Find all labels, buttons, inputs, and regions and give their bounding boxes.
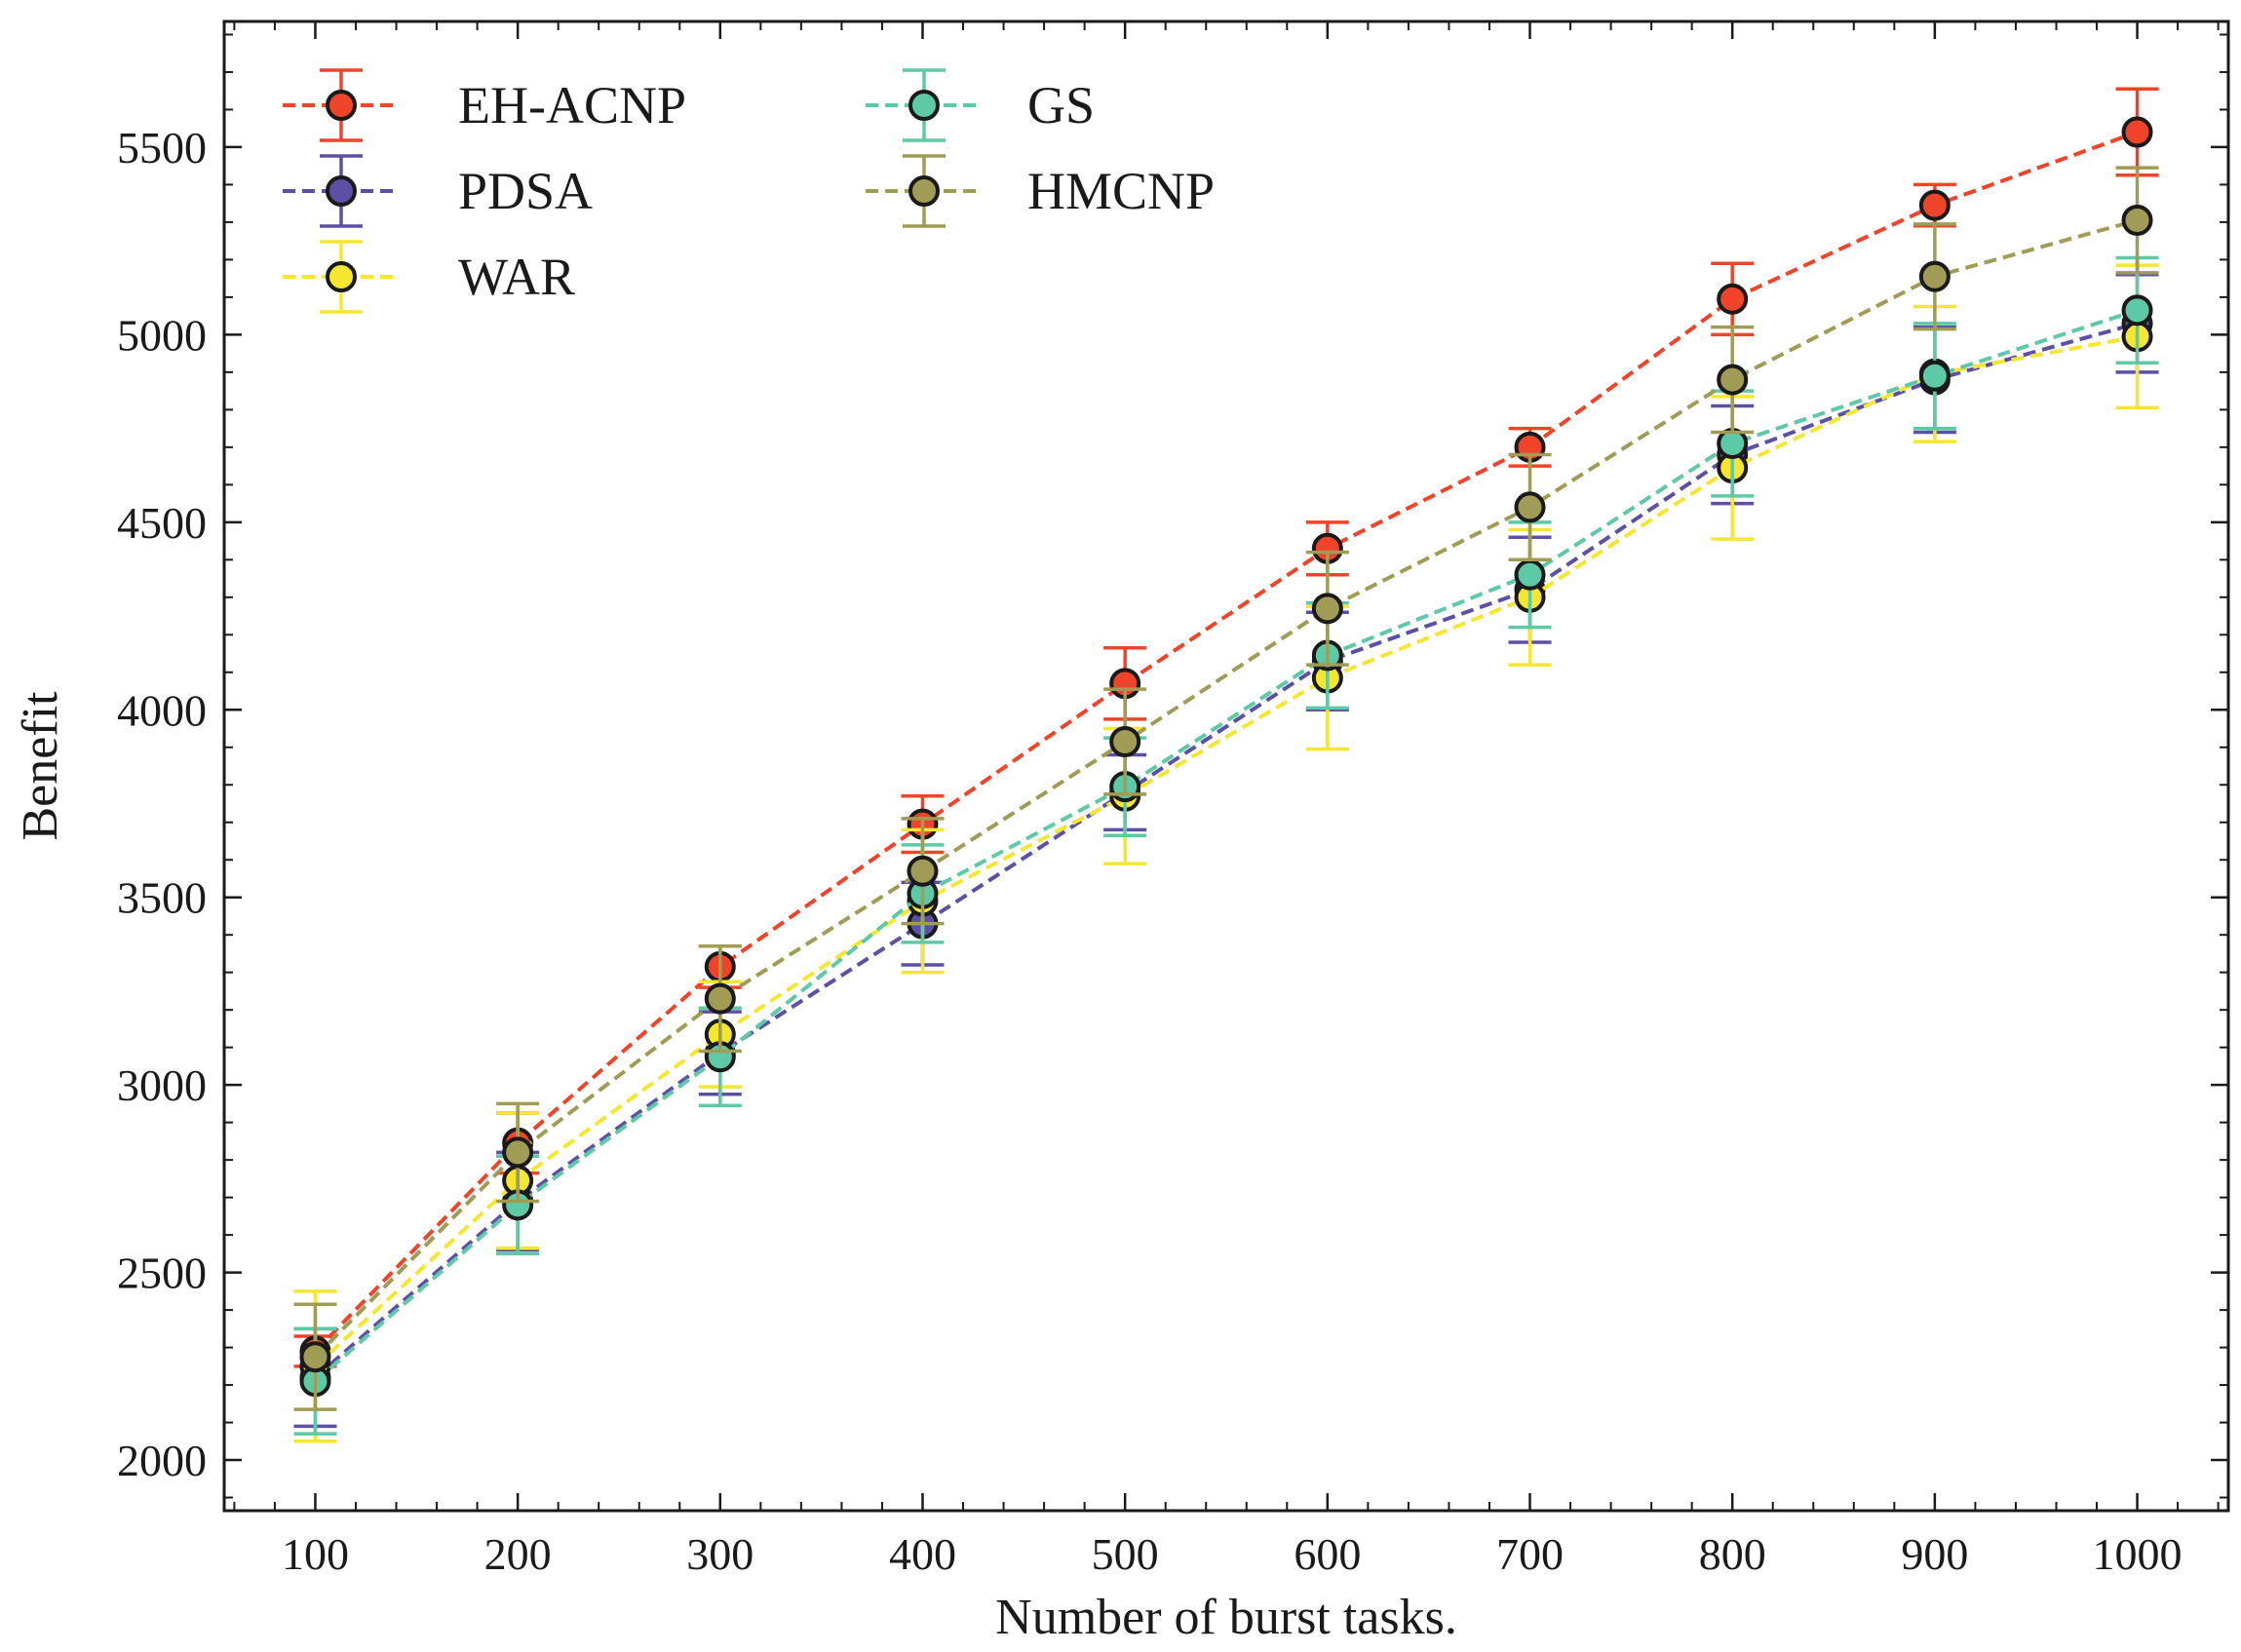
- data-point: [907, 855, 939, 887]
- data-point: [299, 1341, 331, 1373]
- legend-item-gs: GS: [866, 68, 1095, 142]
- data-point: [704, 982, 736, 1015]
- y-tick-label: 5000: [117, 310, 207, 360]
- y-tick-label: 2500: [117, 1249, 207, 1298]
- legend-item-hmcnp: HMCNP: [866, 154, 1215, 228]
- series-line: [314, 218, 2139, 1359]
- x-tick-label: 700: [1496, 1529, 1564, 1579]
- series-layer: [293, 87, 2159, 1443]
- legend-marker: [908, 175, 940, 207]
- x-tick-label: 600: [1294, 1529, 1361, 1579]
- x-tick-label: 100: [282, 1529, 349, 1579]
- data-point: [1514, 491, 1546, 523]
- data-point: [1109, 725, 1141, 757]
- y-tick-label: 2000: [117, 1436, 207, 1485]
- legend-label: EH-ACNP: [458, 76, 686, 134]
- y-tick-label: 4500: [117, 498, 207, 548]
- y-tick-label: 3500: [117, 873, 207, 923]
- legend-marker: [326, 175, 357, 207]
- series-line: [314, 130, 2139, 1353]
- series-line: [314, 321, 2139, 1379]
- x-tick-label: 1000: [2093, 1529, 2183, 1579]
- axis-ticks: 100 200 300 400 500 600 700 800 900 1000 2000 2500 3…: [117, 21, 2228, 1579]
- legend-label: HMCNP: [1027, 162, 1215, 220]
- data-point: [1514, 558, 1546, 591]
- x-tick-label: 500: [1092, 1529, 1159, 1579]
- x-tick-label: 800: [1699, 1529, 1766, 1579]
- data-point: [1717, 364, 1749, 396]
- data-point: [1311, 593, 1343, 625]
- legend-marker: [908, 90, 940, 121]
- legend-item-pdsa: PDSA: [283, 154, 593, 228]
- legend-label: GS: [1027, 76, 1095, 134]
- legend-item-eh-acnp: EH-ACNP: [283, 68, 686, 142]
- y-tick-label: 5500: [117, 123, 207, 173]
- series-hmcnp: [293, 166, 2159, 1411]
- x-tick-label: 400: [889, 1529, 956, 1579]
- x-tick-label: 900: [1901, 1529, 1968, 1579]
- data-point: [1918, 260, 1951, 292]
- legend: EH-ACNP PDSA WAR GS HMCNP: [283, 68, 1215, 314]
- data-point: [502, 1136, 534, 1169]
- legend-item-war: WAR: [283, 240, 575, 314]
- legend-marker: [326, 261, 357, 292]
- data-point: [2121, 204, 2153, 236]
- x-tick-label: 300: [686, 1529, 753, 1579]
- legend-marker: [326, 90, 357, 121]
- y-tick-label: 4000: [117, 685, 207, 735]
- plot-frame: [222, 19, 2230, 1513]
- data-point: [2121, 116, 2153, 148]
- legend-label: PDSA: [458, 162, 593, 220]
- data-point: [2121, 294, 2153, 327]
- legend-label: WAR: [458, 248, 575, 306]
- series-line: [314, 308, 2139, 1383]
- x-tick-label: 200: [484, 1529, 552, 1579]
- data-point: [1717, 283, 1749, 315]
- y-tick-label: 3000: [117, 1060, 207, 1110]
- data-point: [1918, 189, 1951, 221]
- series-line: [314, 334, 2138, 1368]
- data-point: [1918, 360, 1951, 392]
- x-axis-label: Number of burst tasks.: [995, 1590, 1457, 1645]
- y-axis-label: Benefit: [13, 691, 68, 841]
